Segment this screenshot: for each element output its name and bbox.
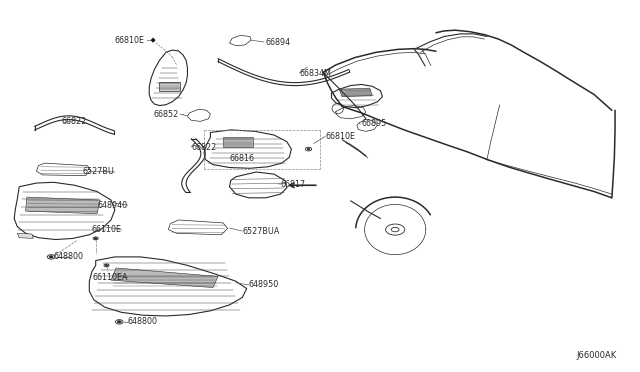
Text: J66000AK: J66000AK	[576, 350, 616, 360]
Text: 6527BUA: 6527BUA	[243, 227, 280, 235]
Text: 66834M: 66834M	[300, 69, 332, 78]
Polygon shape	[339, 88, 372, 97]
Polygon shape	[111, 268, 218, 288]
Circle shape	[95, 238, 97, 239]
Circle shape	[117, 321, 121, 323]
Text: 66852: 66852	[154, 109, 179, 119]
Polygon shape	[159, 82, 180, 91]
Text: 66822: 66822	[191, 143, 216, 152]
Text: 66810E: 66810E	[325, 132, 355, 141]
Polygon shape	[26, 197, 100, 214]
Text: 6527BU: 6527BU	[83, 167, 115, 176]
Circle shape	[307, 148, 310, 150]
Polygon shape	[223, 137, 253, 147]
Text: 648950: 648950	[248, 280, 279, 289]
Text: 648940: 648940	[97, 201, 127, 210]
Text: 648800: 648800	[127, 317, 157, 326]
Circle shape	[49, 256, 53, 258]
Text: 648800: 648800	[54, 252, 84, 262]
Polygon shape	[17, 233, 33, 238]
Text: 66110EA: 66110EA	[92, 273, 127, 282]
Circle shape	[105, 264, 108, 266]
Text: 66894: 66894	[266, 38, 291, 47]
Polygon shape	[150, 38, 156, 43]
Text: 66817: 66817	[280, 180, 306, 189]
Text: 66895: 66895	[362, 119, 387, 128]
Text: 66110E: 66110E	[91, 225, 121, 234]
Text: 66810E: 66810E	[115, 36, 145, 45]
Text: 66816: 66816	[230, 154, 255, 163]
Text: 66822: 66822	[62, 117, 87, 126]
